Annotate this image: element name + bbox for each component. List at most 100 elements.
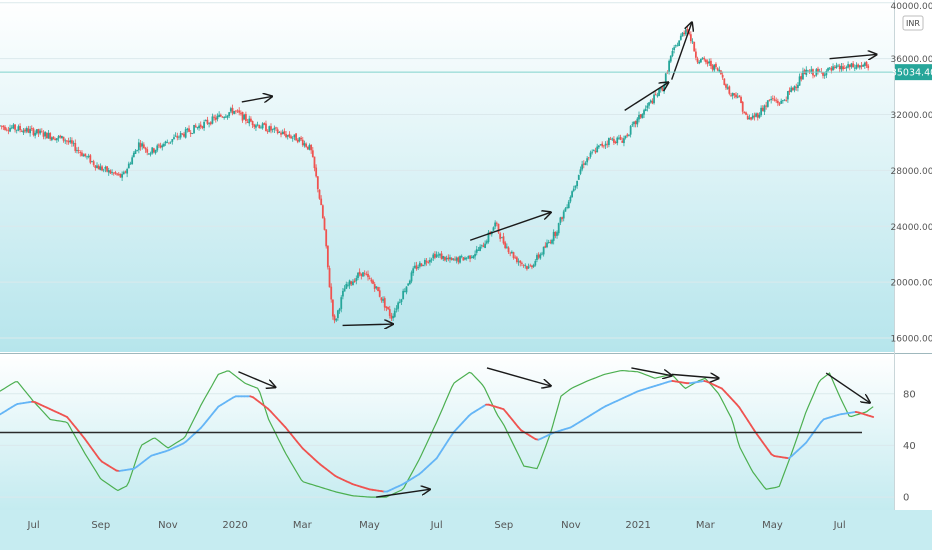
candle-body (429, 260, 431, 262)
candle-body (613, 139, 615, 143)
currency-label: INR (906, 19, 920, 28)
candle-body (554, 232, 556, 236)
candle-body (710, 61, 712, 66)
candle-body (451, 258, 453, 260)
candle-body (166, 142, 168, 143)
candle-body (200, 125, 202, 127)
candle-body (386, 306, 388, 308)
candle-body (203, 122, 205, 128)
candle-body (655, 94, 657, 95)
candle-body (74, 143, 76, 151)
candle-body (220, 115, 222, 117)
currency-badge[interactable]: INR (903, 16, 923, 30)
candle-body (563, 211, 565, 218)
candle-body (33, 129, 35, 136)
candle-body (76, 150, 78, 151)
candle-body (446, 258, 448, 259)
candle-body (168, 143, 170, 144)
candle-body (566, 207, 568, 208)
candle-body (675, 45, 677, 46)
candle-body (267, 131, 269, 132)
candle-body (643, 110, 645, 114)
candle-body (402, 291, 404, 299)
candle-body (665, 73, 667, 84)
candle-body (846, 67, 848, 68)
candle-body (529, 265, 531, 266)
candle-body (454, 259, 456, 260)
candle-body (427, 262, 429, 263)
candle-body (319, 190, 321, 199)
candle-body (638, 115, 640, 119)
candle-body (384, 298, 386, 307)
candle-body (212, 116, 214, 123)
candle-body (508, 248, 510, 253)
candle-body (278, 132, 280, 133)
time-tick-label: Mar (293, 520, 313, 531)
candle-body (533, 265, 535, 267)
candle-body (556, 232, 558, 236)
candle-body (63, 137, 65, 141)
time-tick-label: May (762, 520, 783, 531)
candle-body (462, 257, 464, 260)
candle-body (626, 135, 628, 136)
candle-body (0, 126, 1, 127)
candle-body (207, 120, 209, 124)
candle-body (713, 64, 715, 70)
candle-body (401, 299, 403, 302)
candle-body (191, 133, 193, 134)
candle-body (245, 114, 247, 121)
candle-body (703, 58, 705, 59)
candle-body (12, 125, 14, 129)
candle-body (260, 128, 262, 129)
candle-body (618, 138, 620, 139)
candle-body (265, 124, 267, 131)
time-tick-label: Jul (430, 520, 443, 531)
candle-body (337, 310, 339, 318)
candle-body (145, 148, 147, 149)
candle-body (717, 68, 719, 70)
candle-body (233, 111, 235, 114)
candle-body (106, 166, 108, 171)
candle-body (785, 100, 787, 101)
candle-body (732, 93, 734, 96)
candle-body (581, 164, 583, 169)
candle-body (516, 257, 518, 262)
candle-body (21, 131, 23, 132)
candle-body (407, 284, 409, 286)
candle-body (335, 319, 337, 321)
candle-body (864, 63, 866, 66)
candle-body (133, 153, 135, 157)
candle-body (692, 41, 694, 42)
candle-body (4, 127, 6, 130)
candle-body (270, 126, 272, 130)
candle-body (362, 272, 364, 276)
candle-body (723, 79, 725, 85)
candle-body (31, 128, 33, 129)
candle-body (559, 217, 561, 222)
candle-body (770, 99, 772, 100)
candle-body (46, 133, 48, 139)
candle-body (165, 141, 167, 143)
candle-body (494, 223, 496, 227)
candle-body (28, 129, 30, 133)
candle-body (797, 85, 799, 88)
candle-body (662, 87, 664, 90)
candle-body (735, 95, 737, 98)
candle-body (775, 100, 777, 101)
time-tick-label: 2020 (222, 520, 247, 531)
candle-body (350, 281, 352, 284)
candle-body (377, 287, 379, 291)
candle-body (830, 68, 832, 71)
candle-body (553, 232, 555, 241)
time-tick-label: Nov (561, 520, 581, 531)
candle-body (549, 242, 551, 243)
candle-body (176, 136, 178, 138)
candle-body (827, 68, 829, 71)
candle-body (603, 146, 605, 147)
candle-body (340, 297, 342, 309)
candle-body (399, 302, 401, 303)
candle-body (54, 139, 56, 140)
candle-body (320, 199, 322, 205)
candle-body (48, 133, 50, 138)
candle-body (79, 152, 81, 153)
